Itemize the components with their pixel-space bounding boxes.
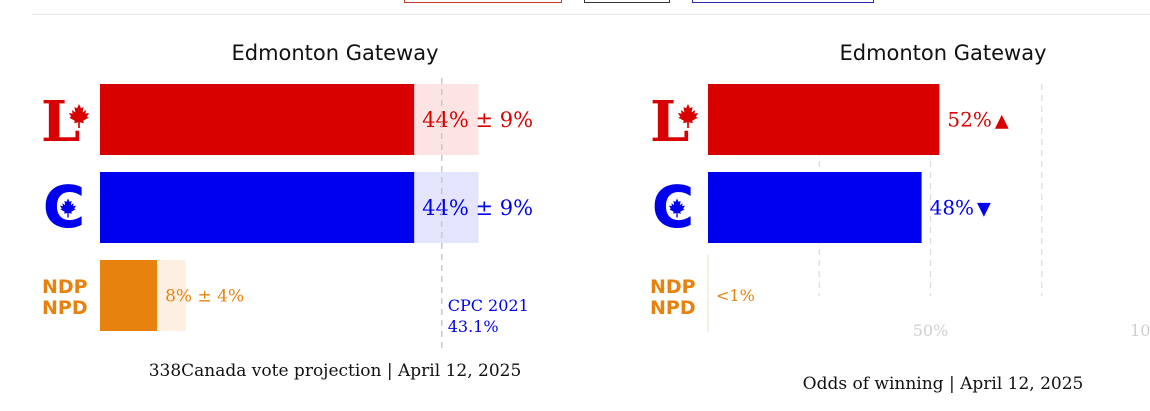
bar-value-label: 8% ± 4% xyxy=(165,286,244,306)
bar-value-label: 44% ± 9% xyxy=(422,108,533,132)
chart-footer: Odds of winning | April 12, 2025 xyxy=(803,374,1084,394)
bar xyxy=(100,260,158,331)
maple-leaf-icon xyxy=(668,198,686,218)
up-arrow-icon: ▲ xyxy=(995,111,1009,132)
bar-value-label: 52% ▲ xyxy=(947,108,1008,132)
odds-of-winning-chart: Edmonton Gateway 50% 100% 52%▲ 48%▼ <1% Odd… xyxy=(707,41,1150,394)
ndp-party-logo: NDP xyxy=(42,276,88,298)
reference-value: 43.1% xyxy=(448,317,499,336)
top-tab[interactable] xyxy=(404,0,562,3)
bar-value-label: <1% xyxy=(716,286,755,305)
down-arrow-icon: ▼ xyxy=(977,199,991,220)
top-tab[interactable] xyxy=(584,0,670,3)
bar-value-label: 48% ▼ xyxy=(930,196,991,220)
top-navigation-bar xyxy=(0,0,1150,16)
top-tab[interactable] xyxy=(692,0,874,3)
maple-leaf-icon xyxy=(68,104,90,128)
bar xyxy=(708,84,940,155)
npd-party-logo: NPD xyxy=(42,297,88,319)
bar xyxy=(100,84,415,155)
chart-title: Edmonton Gateway xyxy=(839,41,1046,65)
vote-projection-chart: Edmonton Gateway 44% ± 9% 44% ± 9% 8% ± 4%… xyxy=(100,41,533,381)
liberal-party-logo: L xyxy=(650,89,689,155)
chart-footer: 338Canada vote projection | April 12, 20… xyxy=(149,361,522,381)
maple-leaf-icon xyxy=(677,104,699,128)
reference-label: CPC 2021 xyxy=(448,296,529,315)
bar-value-label: 44% ± 9% xyxy=(422,196,533,220)
ndp-party-logo: NDP xyxy=(650,276,696,298)
x-tick-label: 100% xyxy=(1130,321,1150,340)
divider xyxy=(32,14,1150,15)
npd-party-logo: NPD xyxy=(650,297,696,319)
x-tick-label: 50% xyxy=(913,321,949,340)
chart-title: Edmonton Gateway xyxy=(231,41,438,65)
liberal-party-logo: L xyxy=(41,89,80,155)
maple-leaf-icon xyxy=(59,198,77,218)
bar xyxy=(708,172,922,243)
bar xyxy=(100,172,415,243)
